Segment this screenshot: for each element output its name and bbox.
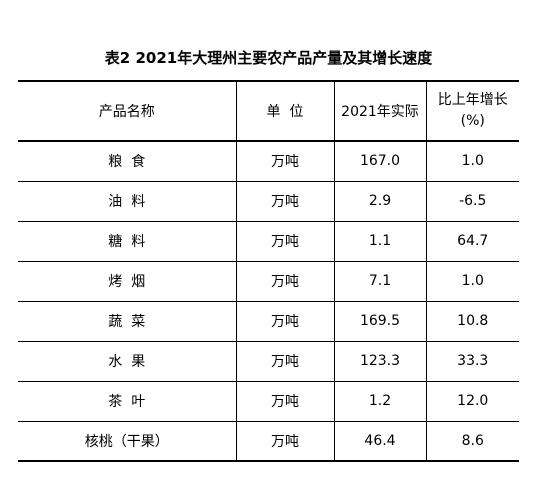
cell-product-name: 油 料: [18, 180, 237, 222]
table-row: 茶 叶 万吨 1.2 12.0: [18, 380, 519, 422]
cell-growth: 12.0: [425, 380, 519, 422]
cell-actual: 1.2: [333, 380, 427, 422]
cell-growth: 8.6: [425, 420, 519, 462]
cell-growth: 1.0: [425, 140, 519, 182]
production-table: 产品名称 单 位 2021年实际 比上年增长 (%) 粮 食 万吨 167.0 …: [18, 80, 519, 462]
header-growth-line2: (%): [460, 113, 485, 129]
cell-product-name: 蔬 菜: [18, 300, 237, 342]
cell-actual: 46.4: [333, 420, 427, 462]
cell-product-name: 水 果: [18, 340, 237, 382]
table-row: 水 果 万吨 123.3 33.3: [18, 340, 519, 382]
cell-actual: 1.1: [333, 220, 427, 262]
table-title: 表2 2021年大理州主要农产品产量及其增长速度: [104, 49, 433, 67]
cell-growth: 1.0: [425, 260, 519, 302]
cell-growth: 33.3: [425, 340, 519, 382]
cell-unit: 万吨: [235, 140, 335, 182]
header-growth: 比上年增长 (%): [425, 80, 519, 142]
cell-unit: 万吨: [235, 220, 335, 262]
table-row: 蔬 菜 万吨 169.5 10.8: [18, 300, 519, 342]
cell-actual: 2.9: [333, 180, 427, 222]
cell-product-name: 茶 叶: [18, 380, 237, 422]
cell-product-name: 烤 烟: [18, 260, 237, 302]
header-growth-line1: 比上年增长: [437, 92, 508, 108]
cell-actual: 169.5: [333, 300, 427, 342]
cell-product-name: 粮 食: [18, 140, 237, 182]
table-row: 油 料 万吨 2.9 -6.5: [18, 180, 519, 222]
cell-unit: 万吨: [235, 260, 335, 302]
cell-unit: 万吨: [235, 340, 335, 382]
cell-product-name: 糖 料: [18, 220, 237, 262]
cell-growth: 10.8: [425, 300, 519, 342]
cell-unit: 万吨: [235, 380, 335, 422]
cell-actual: 123.3: [333, 340, 427, 382]
table-row: 烤 烟 万吨 7.1 1.0: [18, 260, 519, 302]
table-row: 粮 食 万吨 167.0 1.0: [18, 140, 519, 182]
table-row: 核桃（干果） 万吨 46.4 8.6: [18, 420, 519, 462]
cell-unit: 万吨: [235, 300, 335, 342]
cell-growth: 64.7: [425, 220, 519, 262]
cell-actual: 167.0: [333, 140, 427, 182]
cell-growth: -6.5: [425, 180, 519, 222]
cell-product-name: 核桃（干果）: [18, 420, 237, 462]
header-2021-actual: 2021年实际: [333, 80, 427, 142]
cell-unit: 万吨: [235, 420, 335, 462]
cell-unit: 万吨: [235, 180, 335, 222]
table-row: 糖 料 万吨 1.1 64.7: [18, 220, 519, 262]
header-unit: 单 位: [235, 80, 335, 142]
header-product-name: 产品名称: [18, 80, 237, 142]
header-row: 产品名称 单 位 2021年实际 比上年增长 (%): [18, 80, 519, 142]
cell-actual: 7.1: [333, 260, 427, 302]
